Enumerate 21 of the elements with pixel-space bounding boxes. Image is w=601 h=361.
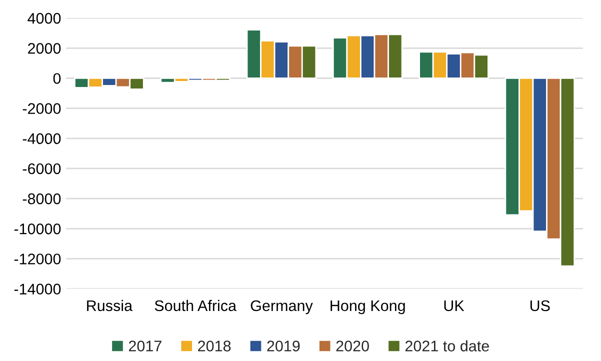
legend-label: 2017: [128, 340, 162, 352]
y-tick-label: -2000: [22, 103, 61, 114]
legend-label: 2019: [267, 340, 300, 352]
x-tick-label: Russia: [87, 300, 133, 312]
y-tick-label: -6000: [22, 163, 61, 174]
y-tick-label: -10000: [14, 224, 61, 234]
x-tick-label: UK: [444, 300, 464, 312]
y-tick-label: 4000: [28, 12, 61, 24]
legend-label: 2021 to date: [405, 340, 489, 352]
y-tick-label: -14000: [14, 284, 61, 294]
y-tick-label: 2000: [28, 43, 61, 54]
y-tick-label: -8000: [22, 193, 61, 204]
x-tick-label: South Africa: [154, 300, 237, 312]
x-tick-label: US: [530, 300, 550, 312]
y-tick-label: 0: [53, 73, 61, 84]
y-tick-label: -4000: [22, 133, 61, 144]
x-tick-label: Germany: [250, 300, 313, 314]
x-tick-label: Hong Kong: [330, 300, 405, 314]
legend-label: 2018: [198, 340, 231, 352]
y-tick-label: -12000: [14, 254, 61, 264]
legend-label: 2020: [336, 340, 369, 352]
